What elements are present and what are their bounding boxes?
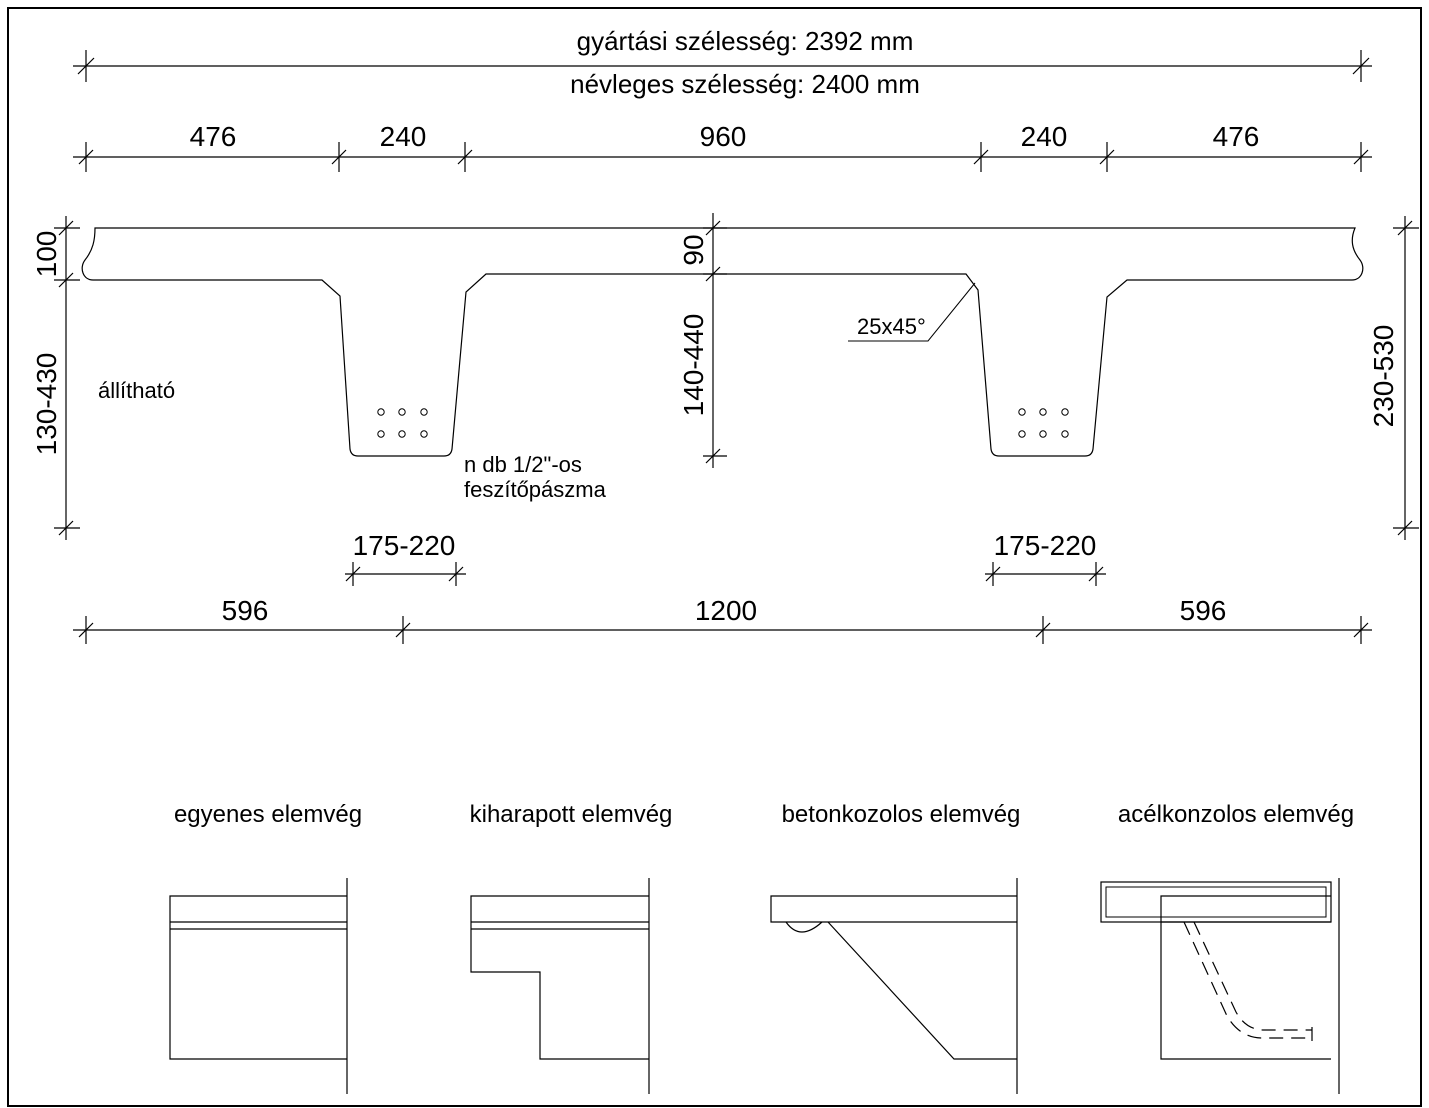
- end-detail-label-concrete-bracket: betonkozolos elemvég: [782, 801, 1021, 828]
- chamfer-callout: 25x45°: [848, 282, 976, 342]
- center-vertical-dimension: 90 140-440: [678, 213, 727, 468]
- segment-960: 960: [700, 121, 747, 152]
- overall-height-label: 230-530: [1368, 325, 1399, 428]
- double-t-cross-section: [81, 227, 1364, 457]
- overall-width-dimension: gyártási szélesség: 2392 mm névleges szé…: [73, 26, 1372, 99]
- drawing-frame: [7, 7, 1422, 1107]
- end-detail-label-notched: kiharapott elemvég: [470, 801, 673, 828]
- center-flange-label: 90: [678, 234, 709, 265]
- chamfer-label: 25x45°: [857, 314, 926, 339]
- segment-240-right: 240: [1021, 121, 1068, 152]
- left-height-label: 130-430: [31, 353, 62, 456]
- rib-width-right-label: 175-220: [994, 530, 1097, 561]
- end-detail-notched: [470, 878, 650, 1094]
- end-detail-straight: [169, 878, 348, 1094]
- end-detail-label-straight: egyenes elemvég: [174, 801, 362, 828]
- center-rib-label: 140-440: [678, 314, 709, 417]
- rib-width-dimensions: 175-220 175-220: [345, 530, 1106, 586]
- production-width-label: gyártási szélesség: 2392 mm: [577, 26, 914, 56]
- segment-240-left: 240: [380, 121, 427, 152]
- rib-width-left-label: 175-220: [353, 530, 456, 561]
- adjustable-label: állítható: [98, 378, 175, 403]
- segment-476-right: 476: [1213, 121, 1260, 152]
- nominal-width-label: névleges szélesség: 2400 mm: [570, 69, 920, 99]
- end-detail-label-steel-bracket: acélkonzolos elemvég: [1118, 801, 1354, 828]
- end-detail-concrete-bracket: [770, 878, 1018, 1094]
- end-detail-steel-bracket: [1100, 878, 1340, 1094]
- bottom-segment-596-left: 596: [222, 595, 269, 626]
- bottom-segment-1200: 1200: [695, 595, 757, 626]
- top-segment-dimension: 476 240 960 240 476: [73, 121, 1372, 172]
- tendon-note-line1: n db 1/2"-os: [464, 452, 582, 477]
- right-vertical-dimension: 230-530: [1368, 216, 1419, 540]
- tendon-note-line2: feszítőpászma: [464, 477, 607, 502]
- tendons-left: [377, 408, 428, 438]
- bottom-segment-dimension: 596 1200 596: [73, 595, 1372, 644]
- flange-thickness-label: 100: [31, 231, 62, 278]
- bottom-segment-596-right: 596: [1180, 595, 1227, 626]
- segment-476-left: 476: [190, 121, 237, 152]
- tendons-right: [1018, 408, 1069, 438]
- left-vertical-dimension: 100 130-430 állítható: [31, 216, 175, 540]
